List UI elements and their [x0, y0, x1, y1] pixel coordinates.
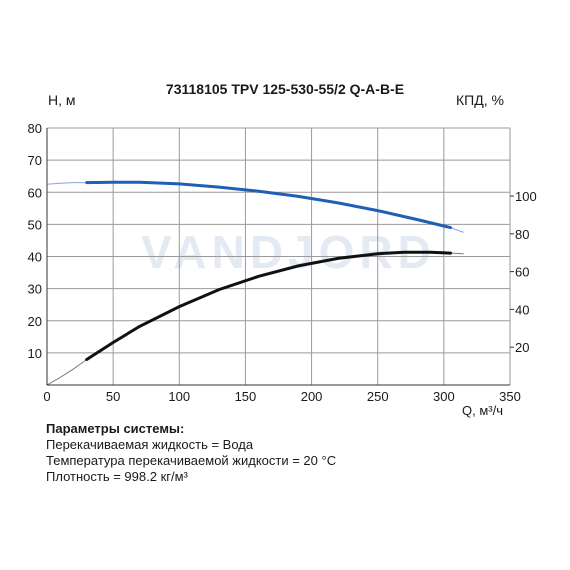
- y-tick-label-left: 60: [28, 185, 42, 200]
- y-axis-right-label: КПД, %: [456, 92, 504, 108]
- series-2-operating-curve: [85, 250, 452, 361]
- y-tick-label-left: 20: [28, 314, 42, 329]
- x-tick-label: 250: [367, 389, 389, 404]
- chart-title: 73118105 TPV 125-530-55/2 Q-A-B-E: [165, 81, 405, 97]
- y-tick-label-left: 40: [28, 250, 42, 265]
- x-tick-label: 0: [43, 389, 50, 404]
- system-parameters: Параметры системы: Перекачиваемая жидкос…: [46, 421, 336, 485]
- system-parameters-heading: Параметры системы:: [46, 421, 185, 436]
- x-tick-label: 50: [106, 389, 120, 404]
- x-tick-label: 100: [168, 389, 190, 404]
- y-tick-label-left: 10: [28, 346, 42, 361]
- y-tick-label-right: 100: [515, 189, 537, 204]
- system-parameter-fluid: Перекачиваемая жидкость = Вода: [46, 437, 254, 452]
- x-axis-label: Q, м³/ч: [462, 403, 503, 418]
- y-tick-label-left: 80: [28, 121, 42, 136]
- x-tick-label: 350: [499, 389, 521, 404]
- x-tick-label: 150: [235, 389, 257, 404]
- y-axis-left-label: Н, м: [48, 92, 76, 108]
- y-tick-label-right: 60: [515, 265, 529, 280]
- y-tick-label-right: 80: [515, 227, 529, 242]
- y-tick-label-left: 70: [28, 153, 42, 168]
- x-tick-label: 200: [301, 389, 323, 404]
- y-tick-label-right: 20: [515, 340, 529, 355]
- series-1-operating-curve: [85, 180, 452, 230]
- x-tick-label: 300: [433, 389, 455, 404]
- y-tick-label-left: 30: [28, 282, 42, 297]
- y-tick-label-right: 40: [515, 302, 529, 317]
- system-parameter-temperature: Температура перекачиваемой жидкости = 20…: [46, 453, 337, 468]
- system-parameter-density: Плотность = 998.2 кг/м³: [46, 469, 188, 484]
- y-tick-label-left: 50: [28, 217, 42, 232]
